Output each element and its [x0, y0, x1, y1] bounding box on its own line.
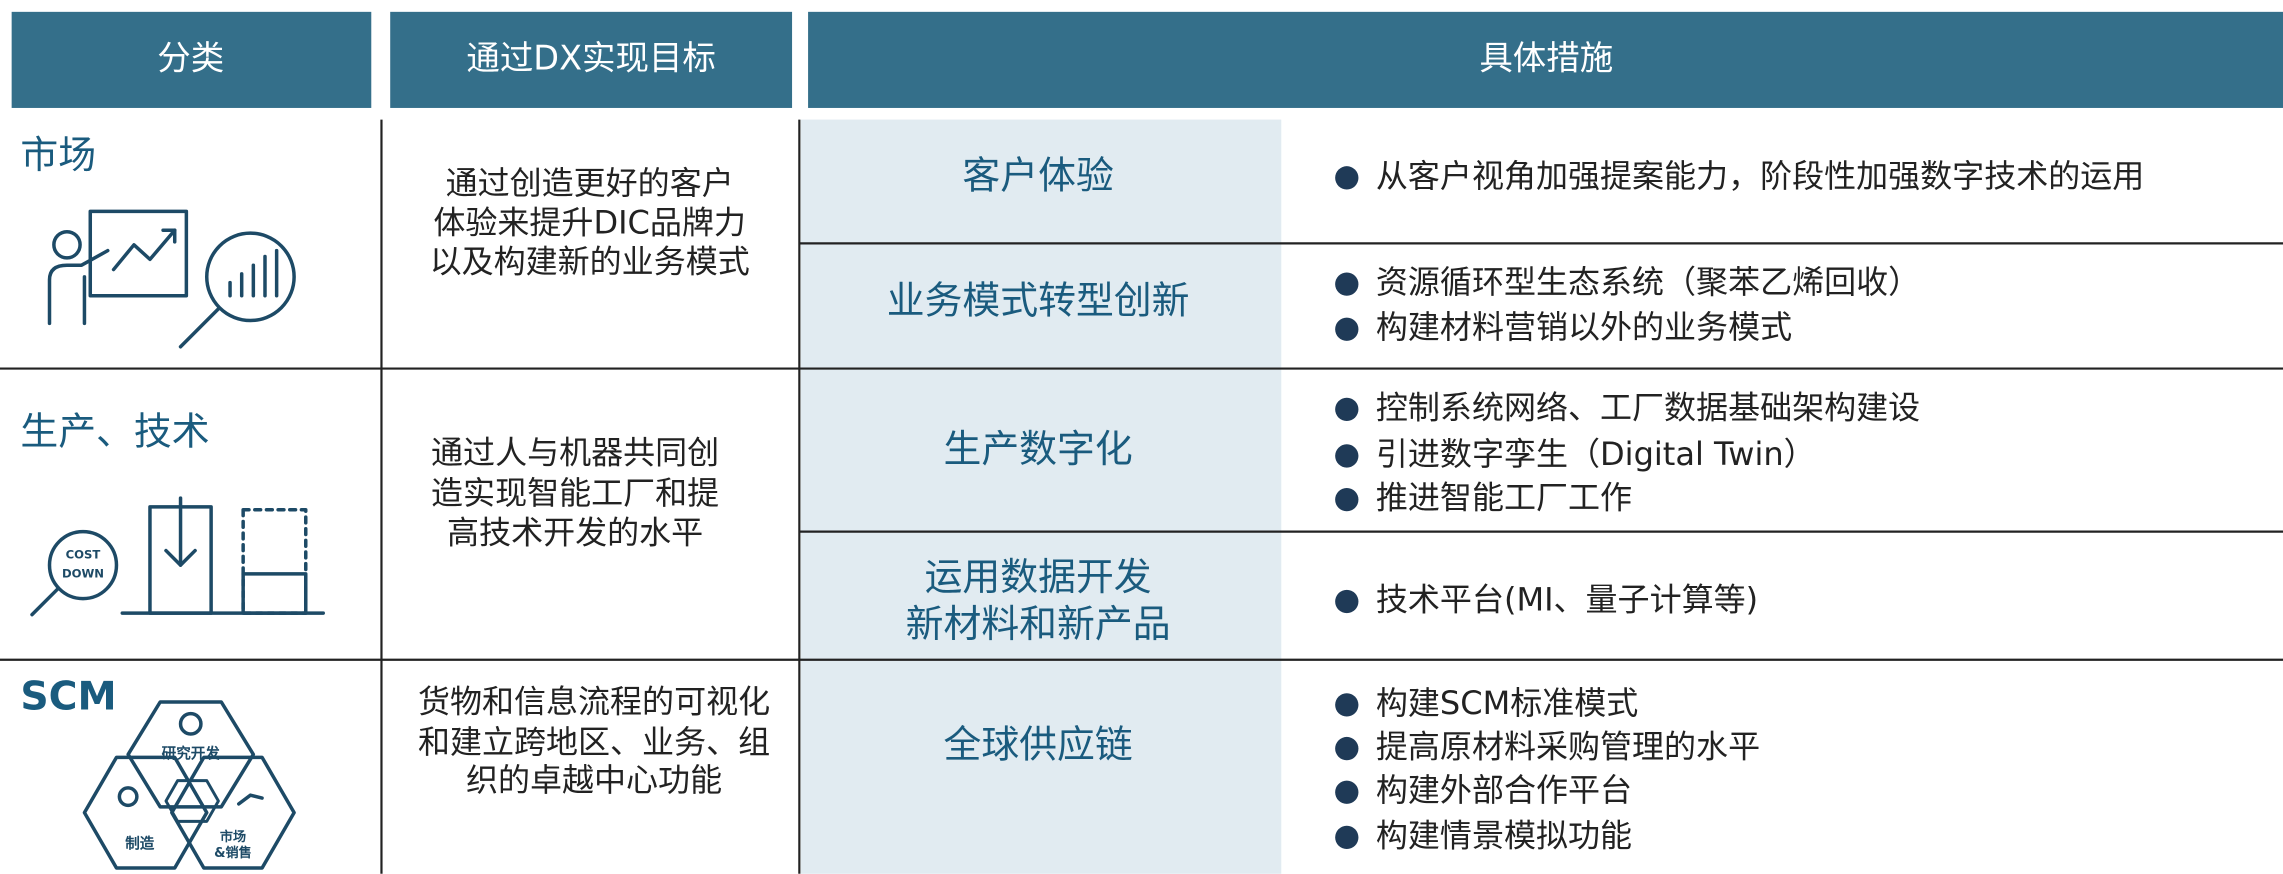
goal-text: 织的卓越中心功能 [466, 761, 722, 799]
header-text: 分类 [157, 38, 224, 77]
icon-label: 市场 [220, 828, 246, 845]
measure-item: 构建材料营销以外的业务模式 [1376, 308, 1792, 346]
measure-item: 推进智能工厂工作 [1376, 479, 1632, 517]
icon-label: DOWN [62, 566, 104, 580]
grid [0, 119, 2283, 874]
category: SCM [20, 675, 116, 720]
measure-name: 客户体验 [962, 153, 1113, 197]
goal-text: 通过人与机器共同创 [431, 433, 719, 471]
measure-name: 新材料和新产品 [906, 602, 1171, 646]
scm-icon [82, 700, 296, 870]
measure-item: 从客户视角加强提案能力，阶段性加强数字技术的运用 [1376, 157, 2144, 195]
measure-item: 提高原材料采购管理的水平 [1376, 728, 1760, 766]
icon-label: 制造 [125, 835, 155, 853]
goal-text: 以及构建新的业务模式 [430, 243, 750, 281]
bullet [1335, 825, 1359, 850]
measure-bg [800, 119, 1282, 874]
icon-label: &销售 [214, 844, 252, 861]
bullet [1335, 272, 1359, 296]
goal-text: 货物和信息流程的可视化 [418, 682, 770, 720]
bullet [1335, 166, 1359, 190]
measure-name: 运用数据开发 [925, 555, 1152, 599]
measure-item: 构建情景模拟功能 [1376, 816, 1632, 854]
measure-item: 引进数字孪生（Digital Twin） [1376, 435, 1816, 473]
bullet [1335, 736, 1359, 761]
measure-name: 业务模式转型创新 [887, 279, 1190, 323]
production-icon [30, 496, 325, 617]
header-text: 通过DX实现目标 [466, 38, 716, 77]
measure-item: 构建外部合作平台 [1376, 771, 1632, 809]
measure-item: 控制系统网络、工厂数据基础架构建设 [1376, 388, 1920, 426]
header-cell [390, 11, 793, 108]
header-cell [11, 11, 372, 108]
goal-text: 通过创造更好的客户 [446, 164, 734, 202]
goal-text: 体验来提升DIC品牌力 [433, 203, 746, 241]
header-text: 具体措施 [1479, 38, 1613, 77]
bullet [1335, 693, 1359, 717]
goal-text: 造实现智能工厂和提 [431, 474, 719, 512]
bullet [1335, 589, 1359, 614]
header-cell [808, 11, 2283, 108]
category: 市场 [20, 133, 96, 177]
category: 生产、技术 [20, 410, 209, 454]
goal-text: 和建立跨地区、业务、组 [418, 723, 770, 761]
measure-item: 技术平台(MI、量子计算等) [1376, 581, 1758, 619]
icon-label: COST [66, 547, 101, 561]
measure-name: 生产数字化 [944, 427, 1133, 471]
market-icon [47, 209, 296, 349]
measure-name: 全球供应链 [944, 723, 1133, 767]
measure-item: 资源循环型生态系统（聚苯乙烯回收） [1376, 263, 1920, 301]
bullet [1335, 487, 1359, 512]
measure-item: 构建SCM标准模式 [1376, 684, 1638, 722]
bullet [1335, 397, 1359, 421]
bullet [1335, 317, 1359, 341]
icon-label: 研究开发 [162, 744, 221, 762]
goal-text: 高技术开发的水平 [447, 514, 703, 552]
bullet [1335, 444, 1359, 468]
bullet [1335, 780, 1359, 804]
